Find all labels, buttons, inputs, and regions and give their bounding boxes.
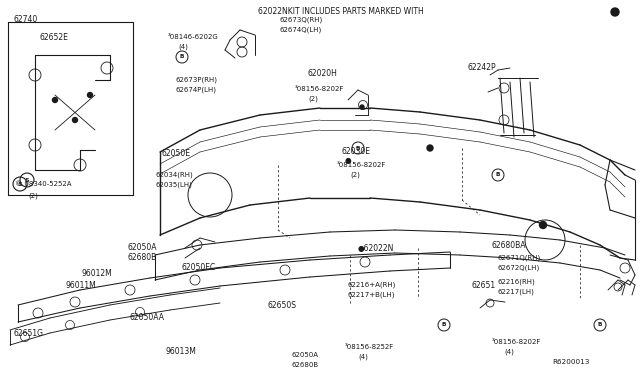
Text: B: B — [496, 173, 500, 177]
Text: 62020H: 62020H — [308, 68, 338, 77]
Text: B: B — [356, 145, 360, 151]
Circle shape — [540, 221, 547, 228]
Circle shape — [427, 145, 433, 151]
Text: (4): (4) — [504, 349, 514, 355]
Text: 62673Q(RH): 62673Q(RH) — [280, 17, 323, 23]
Text: 62216(RH): 62216(RH) — [498, 279, 536, 285]
Circle shape — [72, 118, 77, 122]
Text: B: B — [180, 55, 184, 60]
Text: 62034(RH): 62034(RH) — [155, 172, 193, 178]
Circle shape — [611, 8, 619, 16]
Text: 96012M: 96012M — [82, 269, 113, 278]
Text: 62050E: 62050E — [162, 148, 191, 157]
Text: ³08156-8252F: ³08156-8252F — [345, 344, 394, 350]
Text: 62680B: 62680B — [128, 253, 157, 262]
Text: ³08156-8202F: ³08156-8202F — [337, 162, 387, 168]
Text: (4): (4) — [358, 354, 368, 360]
Text: 62680BA: 62680BA — [492, 241, 527, 250]
Text: ³08156-8202F: ³08156-8202F — [295, 86, 344, 92]
Text: 62050A: 62050A — [292, 352, 319, 358]
Text: R6200013: R6200013 — [552, 359, 590, 365]
Text: 62740: 62740 — [14, 16, 38, 25]
Text: 62217(LH): 62217(LH) — [498, 289, 535, 295]
Text: 62651G: 62651G — [14, 328, 44, 337]
Text: 62672Q(LH): 62672Q(LH) — [498, 265, 540, 271]
Text: 62674Q(LH): 62674Q(LH) — [280, 27, 323, 33]
Text: 96013M: 96013M — [165, 347, 196, 356]
Text: (2): (2) — [28, 193, 38, 199]
Text: ³08156-8202F: ³08156-8202F — [492, 339, 541, 345]
Text: (2): (2) — [308, 96, 318, 102]
Text: 62050EC: 62050EC — [182, 263, 216, 273]
Text: ³08146-6202G: ³08146-6202G — [168, 34, 219, 40]
Text: S: S — [18, 182, 22, 186]
Text: ●62022N: ●62022N — [358, 244, 394, 253]
Text: 96011M: 96011M — [65, 280, 96, 289]
Circle shape — [52, 97, 58, 103]
Text: S: S — [25, 177, 29, 183]
Text: 62674P(LH): 62674P(LH) — [175, 87, 216, 93]
Text: 62652E: 62652E — [40, 33, 69, 42]
Text: 62035(LH): 62035(LH) — [155, 182, 192, 188]
Text: 62671Q(RH): 62671Q(RH) — [498, 255, 541, 261]
Text: (4): (4) — [178, 44, 188, 50]
Text: B: B — [598, 323, 602, 327]
Circle shape — [88, 93, 93, 97]
Text: 62650S: 62650S — [268, 301, 297, 310]
Text: 62673P(RH): 62673P(RH) — [175, 77, 217, 83]
Text: 62242P: 62242P — [468, 64, 497, 73]
Text: 62651: 62651 — [472, 280, 496, 289]
Text: (2): (2) — [350, 172, 360, 178]
Text: 62217+B(LH): 62217+B(LH) — [348, 292, 396, 298]
Text: 62216+A(RH): 62216+A(RH) — [348, 282, 396, 288]
Text: 62022NKIT INCLUDES PARTS MARKED WITH: 62022NKIT INCLUDES PARTS MARKED WITH — [258, 7, 424, 16]
Text: ●: ● — [345, 155, 351, 164]
Text: 62050A: 62050A — [128, 243, 157, 251]
Text: 62680B: 62680B — [292, 362, 319, 368]
Circle shape — [360, 105, 364, 109]
Text: 62050AA: 62050AA — [130, 314, 165, 323]
Text: B: B — [442, 323, 446, 327]
Text: © 08340-5252A: © 08340-5252A — [15, 181, 72, 187]
Text: 62030E: 62030E — [342, 148, 371, 157]
